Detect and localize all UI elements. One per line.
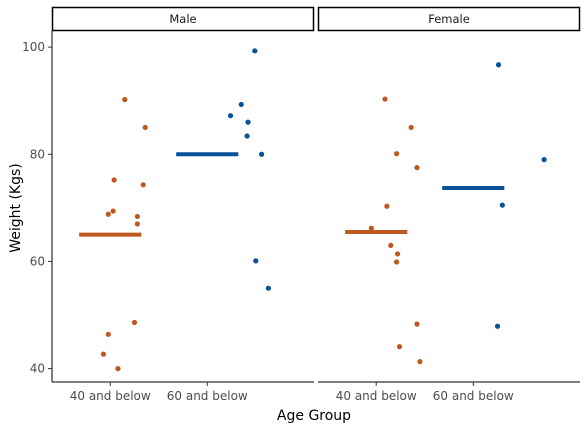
data-point <box>495 62 502 68</box>
facet-strip-label: Female <box>428 12 470 26</box>
data-point <box>253 258 259 264</box>
data-point <box>368 225 374 231</box>
data-point <box>384 203 390 209</box>
facet-strip <box>317 6 581 32</box>
data-point <box>494 323 501 329</box>
data-point <box>499 202 505 208</box>
data-point <box>414 165 420 171</box>
data-point <box>131 319 138 326</box>
data-point <box>394 259 400 265</box>
y-tick-label: 60 <box>30 254 45 268</box>
data-point <box>417 359 423 365</box>
x-tick-label: 40 and below <box>336 389 417 403</box>
x-tick-label: 60 and below <box>167 389 248 403</box>
data-point <box>238 101 244 108</box>
data-point <box>382 96 388 102</box>
data-point <box>265 285 271 291</box>
y-axis: 40 60 80 100 <box>22 31 53 382</box>
facet-panel-female: Female 40 and below 60 and below <box>317 6 581 403</box>
data-point <box>105 331 111 337</box>
data-point <box>252 48 258 54</box>
y-axis-title: Weight (Kgs) <box>8 163 24 253</box>
data-point <box>111 177 117 183</box>
facet-panel-male: Male 40 and below 60 and below <box>51 6 315 403</box>
data-point <box>541 157 547 163</box>
data-point <box>408 124 414 131</box>
data-point <box>227 113 234 119</box>
data-point <box>245 119 251 125</box>
data-point <box>394 251 401 257</box>
y-tick-label: 80 <box>30 147 45 161</box>
x-tick-label: 60 and below <box>433 389 514 403</box>
data-point <box>122 96 128 103</box>
data-point <box>414 321 420 327</box>
facet-strip <box>51 6 315 32</box>
data-point <box>105 211 111 217</box>
data-point <box>134 221 140 227</box>
data-point <box>244 133 250 139</box>
panels-layer: Male 40 and below 60 and below Female 40 and… <box>51 6 581 403</box>
data-point <box>110 208 116 214</box>
data-point <box>396 344 403 350</box>
data-point <box>140 182 146 188</box>
x-tick-label: 40 and below <box>70 389 151 403</box>
data-point <box>100 351 107 357</box>
data-point <box>388 242 394 248</box>
facet-strip-label: Male <box>169 12 196 26</box>
x-axis-title: Age Group <box>277 408 351 424</box>
y-tick-label: 40 <box>30 362 45 376</box>
data-point <box>142 124 148 131</box>
y-tick-label: 100 <box>22 40 45 54</box>
data-point <box>115 366 121 372</box>
data-point <box>134 213 140 220</box>
data-point <box>394 151 400 157</box>
data-point <box>259 151 265 157</box>
